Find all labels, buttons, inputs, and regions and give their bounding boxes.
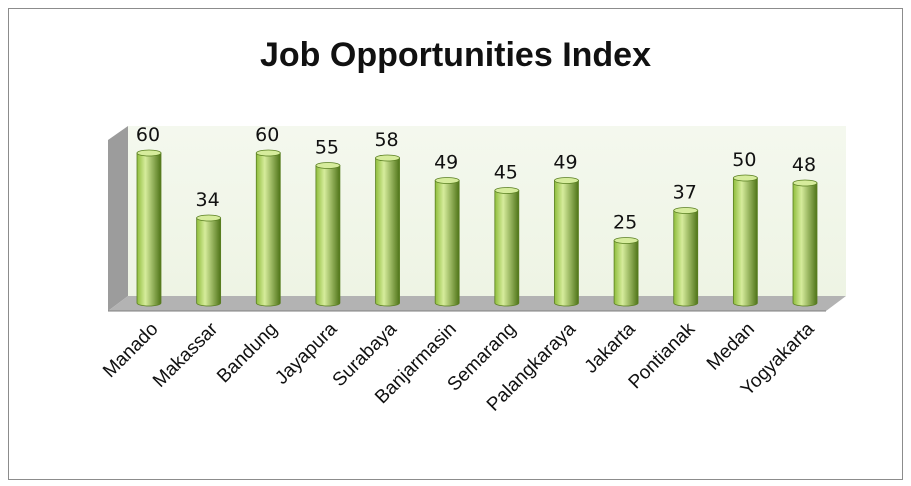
data-label: 45 <box>494 162 518 184</box>
bar-top-yogyakarta <box>792 179 818 187</box>
bar-top-banjarmasin <box>434 177 460 184</box>
bar-yogyakarta <box>792 182 818 307</box>
bar-top-jayapura <box>315 162 341 169</box>
bar-bandung <box>255 152 281 307</box>
data-label: 58 <box>374 129 398 151</box>
bar-manado <box>136 152 162 307</box>
data-label: 25 <box>613 212 637 234</box>
chart-back-wall <box>128 126 846 296</box>
bar-surabaya <box>375 157 400 307</box>
bar-banjarmasin <box>434 180 460 307</box>
bar-top-medan <box>732 174 758 182</box>
data-label: 50 <box>732 149 756 171</box>
category-label: Bandung <box>213 319 282 388</box>
bar-top-palangkaraya <box>554 177 579 184</box>
data-label: 60 <box>255 124 279 146</box>
bar-medan <box>732 177 758 307</box>
data-label: 37 <box>673 182 697 204</box>
data-label: 49 <box>434 152 458 174</box>
bar-top-jakarta <box>613 237 639 244</box>
bar-makassar <box>196 217 222 307</box>
bar-top-pontianak <box>673 207 699 214</box>
bar-jayapura <box>315 165 341 307</box>
data-label: 34 <box>196 189 220 211</box>
category-label: Jakarta <box>581 318 640 377</box>
bar-semarang <box>494 190 520 307</box>
category-label: Makassar <box>149 318 223 392</box>
data-label: 49 <box>553 152 577 174</box>
bar-top-makassar <box>196 214 222 222</box>
chart-title: Job Opportunities Index <box>259 36 652 74</box>
bar-pontianak <box>673 210 699 307</box>
bar-top-surabaya <box>375 154 400 162</box>
bar-top-semarang <box>494 187 520 194</box>
chart-floor <box>108 296 846 311</box>
data-label: 60 <box>136 124 160 146</box>
data-label: 55 <box>315 137 339 159</box>
bar-top-manado <box>136 149 162 157</box>
bar-jakarta <box>613 240 639 307</box>
data-label: 48 <box>792 154 816 176</box>
category-label: Pontianak <box>625 318 700 393</box>
bar-palangkaraya <box>554 180 579 307</box>
chart-side-wall <box>108 126 128 311</box>
bar-top-bandung <box>255 149 281 157</box>
category-label: Medan <box>703 319 759 375</box>
